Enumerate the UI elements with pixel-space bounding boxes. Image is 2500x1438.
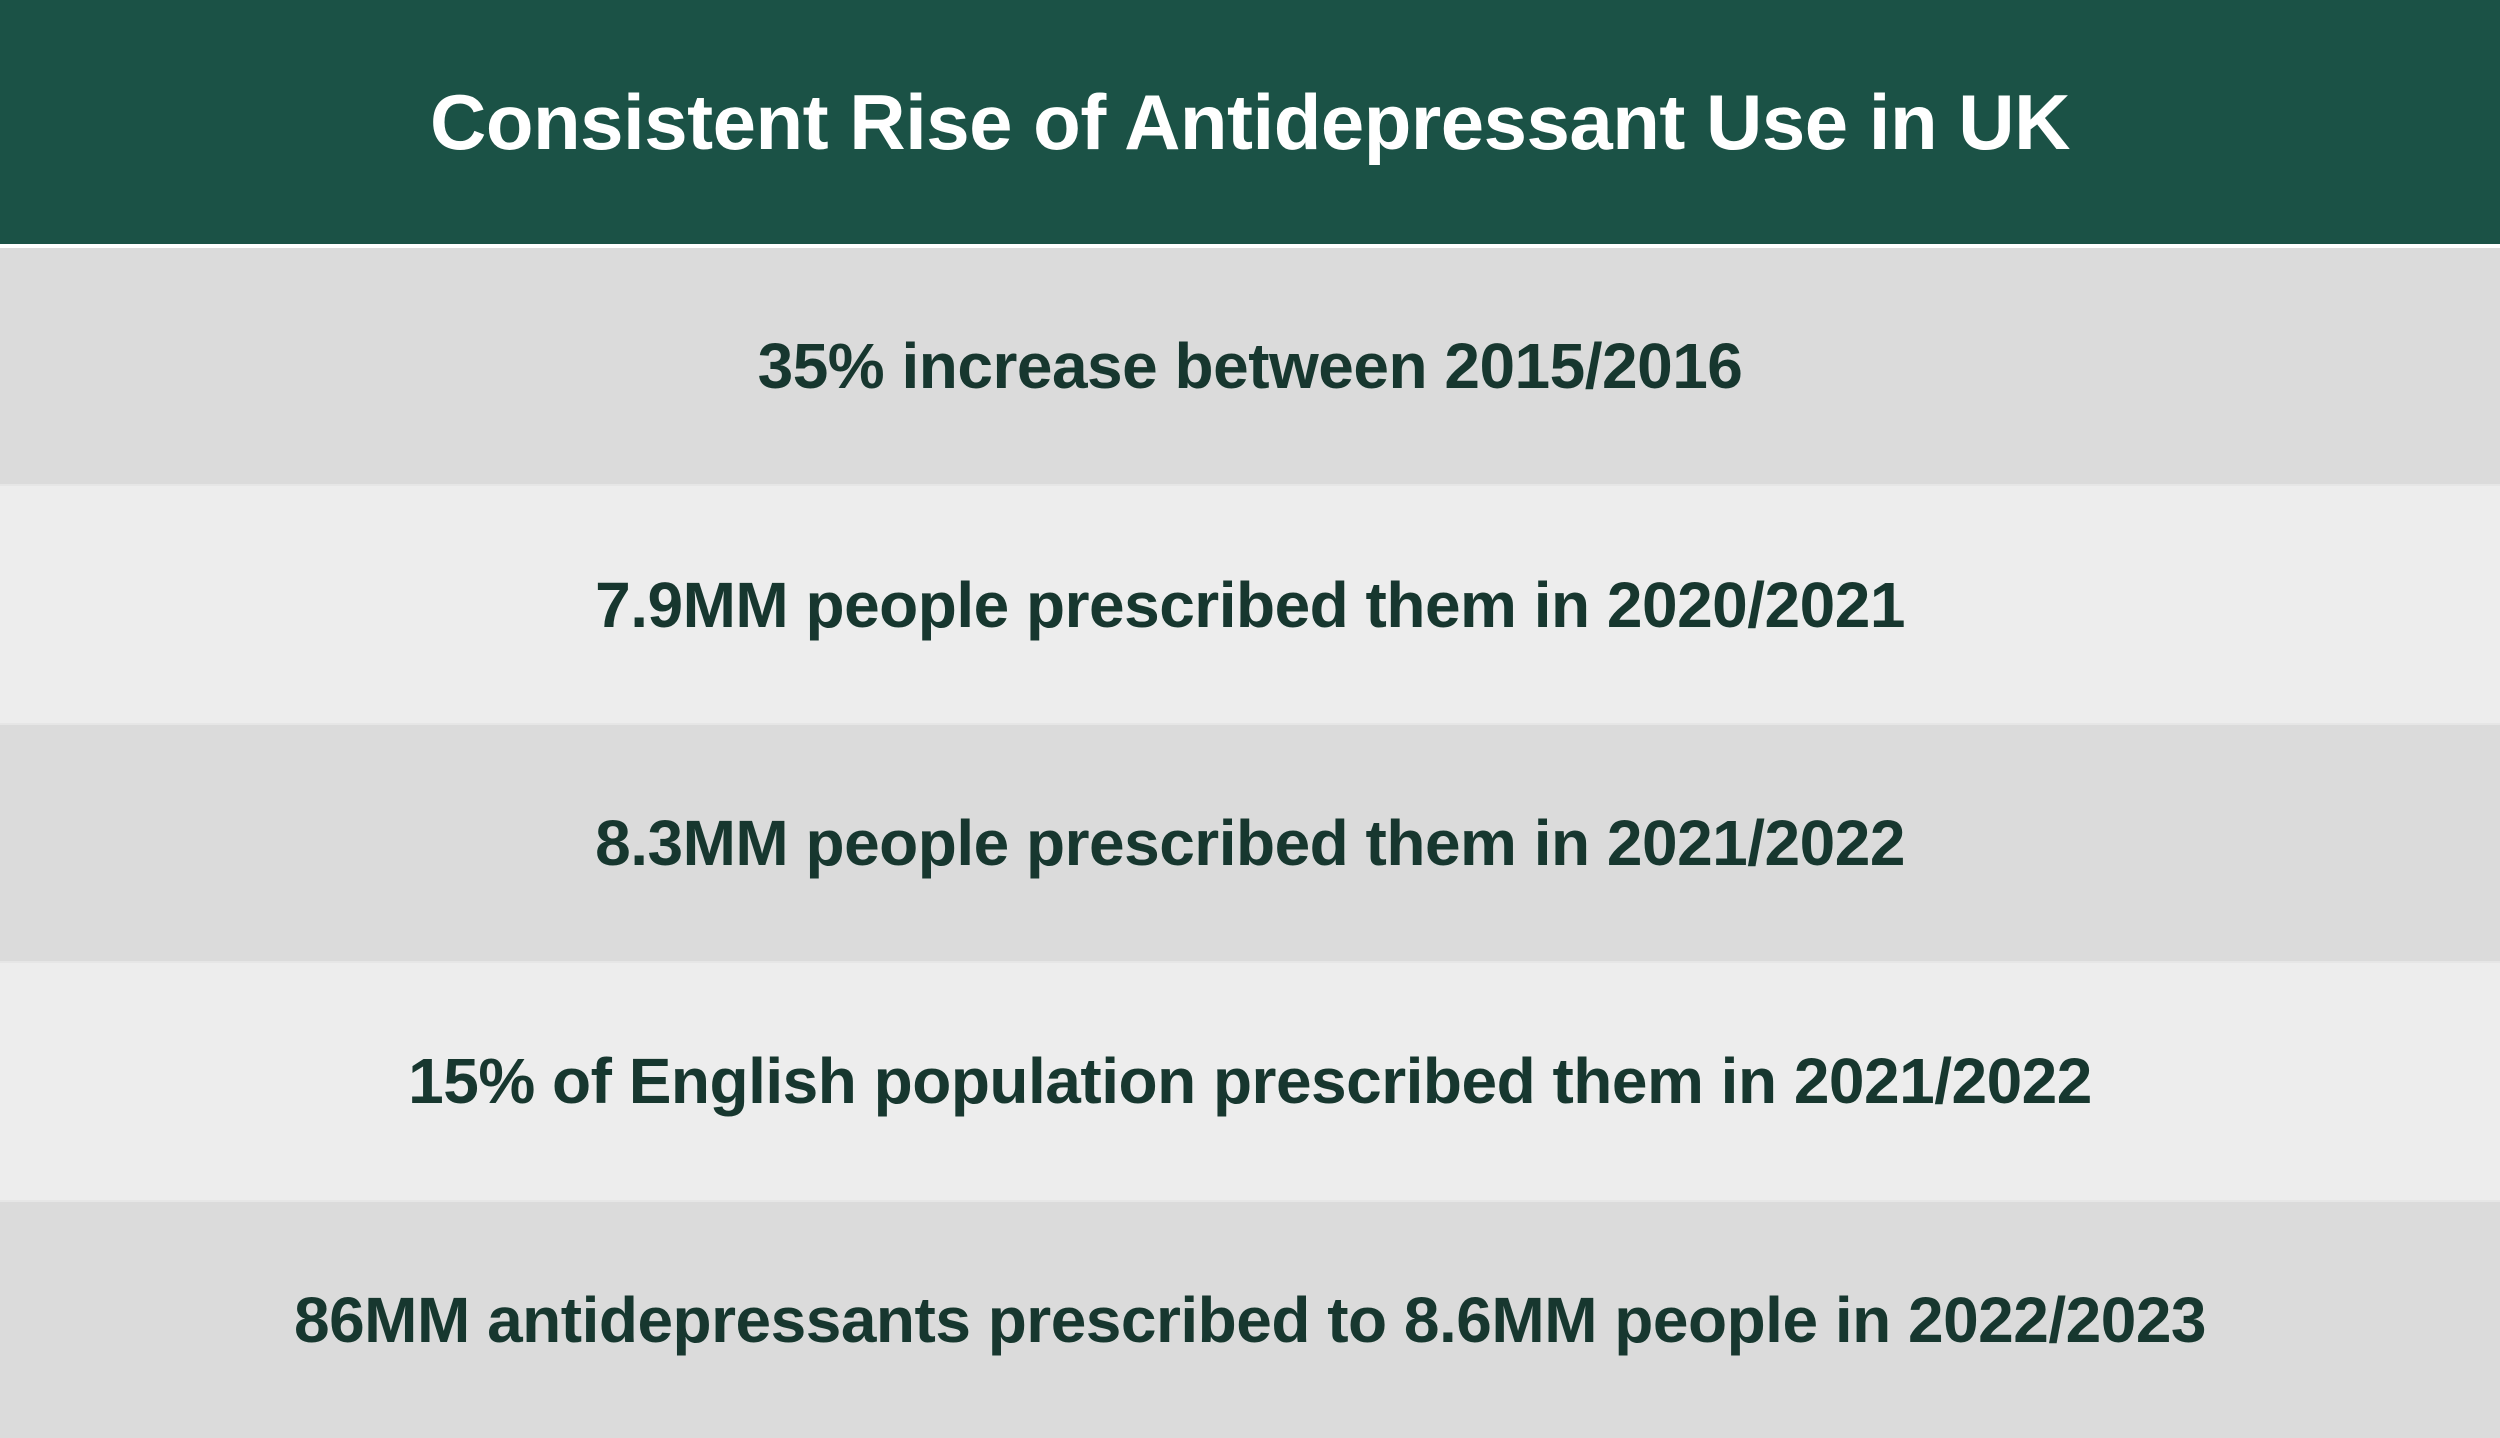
stat-row: 7.9MM people prescribed them in 2020/202…: [0, 486, 2500, 725]
header-divider: [0, 244, 2500, 248]
stat-row: 8.3MM people prescribed them in 2021/202…: [0, 724, 2500, 964]
stat-text: 7.9MM people prescribed them in 2020/202…: [595, 568, 1905, 641]
stat-row: 35% increase between 2015/2016: [0, 248, 2500, 487]
stats-list: 35% increase between 2015/2016 7.9MM peo…: [0, 248, 2500, 1438]
page-title: Consistent Rise of Antidepressant Use in…: [430, 77, 2070, 166]
stat-text: 86MM antidepressants prescribed to 8.6MM…: [293, 1283, 2207, 1356]
stat-row: 86MM antidepressants prescribed to 8.6MM…: [0, 1201, 2500, 1438]
stat-text: 15% of English population prescribed the…: [408, 1045, 2092, 1118]
header-banner: Consistent Rise of Antidepressant Use in…: [0, 0, 2500, 244]
stat-text: 8.3MM people prescribed them in 2021/202…: [595, 807, 1905, 880]
stat-row: 15% of English population prescribed the…: [0, 963, 2500, 1202]
stat-text: 35% increase between 2015/2016: [757, 330, 1743, 403]
